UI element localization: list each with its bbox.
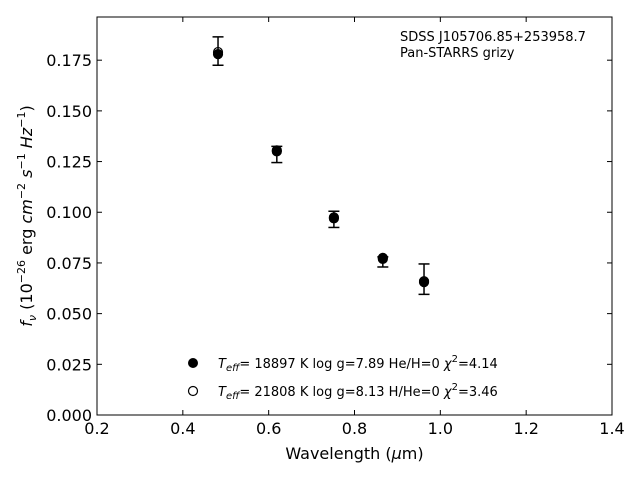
x-tick-label: 0.4 <box>170 419 195 438</box>
error-bars <box>212 36 430 296</box>
legend-entry-1: Teff= 18897 K log g=7.89 He/H=0 χ2=4.14 <box>218 354 498 374</box>
annotation-survey: Pan-STARRS grizy <box>400 46 515 61</box>
y-tick-label: 0.050 <box>46 305 92 324</box>
y-tick-label: 0.100 <box>46 203 92 222</box>
x-tick-label: 1.4 <box>599 419 624 438</box>
y-axis-label: fν (10−26 erg cm−2 s−1 Hz−1) <box>15 105 39 326</box>
x-tick-label: 0.8 <box>342 419 367 438</box>
legend: Teff= 18897 K log g=7.89 He/H=0 χ2=4.14 … <box>187 354 498 402</box>
point-h-he-model <box>328 212 339 223</box>
annotation-object-name: SDSS J105706.85+253958.7 <box>400 30 586 45</box>
data-points <box>212 46 430 288</box>
legend-marker-filled <box>188 358 198 368</box>
y-axis-ticks: 0.000 0.025 0.050 0.075 0.100 0.125 0.150 0.175 <box>46 51 612 425</box>
plot-area-frame <box>96 16 613 416</box>
legend-entry-2: Teff= 21808 K log g=8.13 H/He=0 χ2=3.46 <box>218 382 498 402</box>
x-tick-label: 1.0 <box>428 419 453 438</box>
legend-marker-open <box>187 385 199 397</box>
x-tick-label: 0.2 <box>84 419 109 438</box>
point-h-he-model <box>418 276 430 287</box>
y-tick-label: 0.025 <box>46 355 92 374</box>
x-axis-label: Wavelength (μm) <box>285 444 423 463</box>
x-tick-label: 1.2 <box>513 419 538 438</box>
point-he-h-model <box>212 49 224 60</box>
x-axis-ticks: 0.2 0.4 0.6 0.8 1.0 1.2 1.4 <box>84 17 625 438</box>
x-tick-label: 0.6 <box>256 419 281 438</box>
point-h-he-model <box>212 46 224 58</box>
point-h-he-model <box>377 252 388 263</box>
y-tick-label: 0.000 <box>46 406 92 425</box>
y-tick-label: 0.125 <box>46 153 92 172</box>
y-tick-label: 0.150 <box>46 102 92 121</box>
point-h-he-model <box>271 145 282 156</box>
y-tick-label: 0.075 <box>46 254 92 273</box>
y-tick-label: 0.175 <box>46 51 92 70</box>
